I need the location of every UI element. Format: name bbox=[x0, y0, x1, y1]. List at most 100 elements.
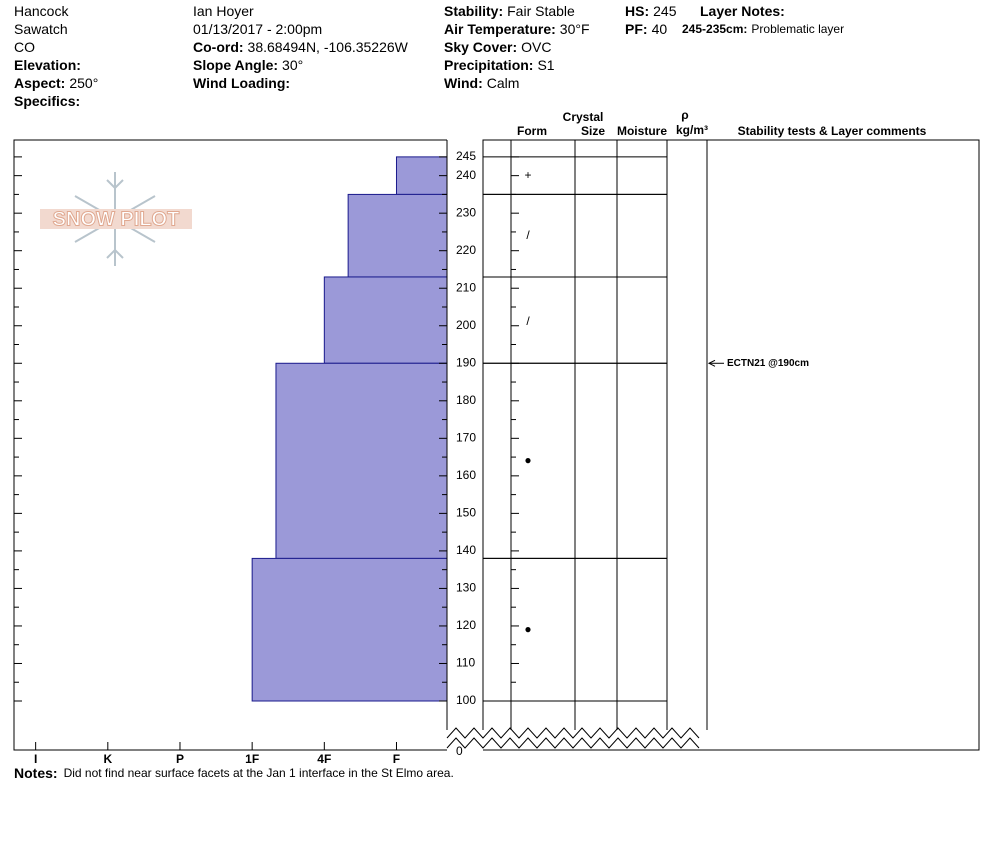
field-label: Elevation: bbox=[14, 57, 81, 73]
hardness-label: P bbox=[176, 752, 184, 766]
depth-label: 220 bbox=[456, 243, 476, 257]
header-field: Layer Notes: bbox=[700, 3, 785, 19]
field-value: Problematic layer bbox=[751, 22, 844, 36]
field-label: Layer Notes: bbox=[700, 3, 785, 19]
field-value: 01/13/2017 - 2:00pm bbox=[193, 21, 322, 37]
column-header: kg/m³ bbox=[676, 123, 708, 137]
table-frame bbox=[482, 139, 980, 751]
field-value: 30°F bbox=[560, 21, 590, 37]
depth-label: 100 bbox=[456, 693, 476, 707]
field-label: HS: bbox=[625, 3, 649, 19]
notes-text: Did not find near surface facets at the … bbox=[64, 766, 454, 780]
hardness-layer bbox=[251, 557, 448, 702]
field-label: Stability: bbox=[444, 3, 503, 19]
header-field: 245-235cm: Problematic layer bbox=[682, 22, 844, 36]
field-label: Sky Cover: bbox=[444, 39, 517, 55]
plot-frame bbox=[13, 139, 447, 751]
field-label: Air Temperature: bbox=[444, 21, 556, 37]
field-label: PF: bbox=[625, 21, 648, 37]
field-value: 245 bbox=[653, 3, 677, 19]
header-field: Precipitation: S1 bbox=[444, 57, 555, 73]
header-field: Slope Angle: 30° bbox=[193, 57, 303, 73]
test-arrowhead bbox=[707, 359, 716, 367]
depth-label: 200 bbox=[456, 318, 476, 332]
hardness-label: K bbox=[103, 752, 112, 766]
field-label: Co-ord: bbox=[193, 39, 244, 55]
depth-label: 230 bbox=[456, 205, 476, 219]
header-field: CO bbox=[14, 39, 35, 55]
hardness-label: 1F bbox=[245, 752, 259, 766]
depth-label: 170 bbox=[456, 430, 476, 444]
column-header: Moisture bbox=[617, 124, 667, 138]
scale-break bbox=[446, 737, 700, 749]
field-value: 250° bbox=[69, 75, 98, 91]
hardness-label: I bbox=[34, 752, 37, 766]
depth-label: 110 bbox=[456, 656, 475, 670]
notes: Notes: Did not find near surface facets a… bbox=[14, 765, 454, 781]
depth-label: 120 bbox=[456, 618, 476, 632]
field-value: Fair Stable bbox=[507, 3, 575, 19]
depth-label: 150 bbox=[456, 506, 476, 520]
depth-label: 210 bbox=[456, 280, 476, 294]
column-header: Stability tests & Layer comments bbox=[738, 124, 927, 138]
field-label: Specifics: bbox=[14, 93, 80, 109]
field-value: S1 bbox=[537, 57, 554, 73]
header-field: 01/13/2017 - 2:00pm bbox=[193, 21, 322, 37]
header-field: Hancock bbox=[14, 3, 69, 19]
field-label: Precipitation: bbox=[444, 57, 533, 73]
crystal-form: / bbox=[526, 228, 530, 242]
column-header: Form bbox=[517, 124, 547, 138]
hardness-label: 4F bbox=[317, 752, 331, 766]
field-label: Wind Loading: bbox=[193, 75, 290, 91]
field-label: Wind: bbox=[444, 75, 483, 91]
stability-test: ECTN21 @190cm bbox=[727, 358, 809, 369]
field-value: CO bbox=[14, 39, 35, 55]
field-value: 38.68494N, -106.35226W bbox=[248, 39, 409, 55]
notes-label: Notes: bbox=[14, 765, 58, 781]
depth-label: 180 bbox=[456, 393, 476, 407]
header-field: Wind Loading: bbox=[193, 75, 290, 91]
header-field: Elevation: bbox=[14, 57, 81, 73]
header-field: Aspect: 250° bbox=[14, 75, 98, 91]
hardness-layer bbox=[323, 276, 448, 364]
depth-label: 0 bbox=[456, 744, 463, 758]
crystal-form: ● bbox=[524, 622, 531, 636]
depth-label: 190 bbox=[456, 355, 476, 369]
header-field: Air Temperature: 30°F bbox=[444, 21, 590, 37]
field-label: 245-235cm: bbox=[682, 22, 747, 36]
depth-label: 140 bbox=[456, 543, 476, 557]
field-label: Slope Angle: bbox=[193, 57, 278, 73]
field-value: Hancock bbox=[14, 3, 69, 19]
field-label: Aspect: bbox=[14, 75, 65, 91]
field-value: 30° bbox=[282, 57, 303, 73]
logo-band bbox=[40, 209, 192, 229]
header-field: PF: 40 bbox=[625, 21, 667, 37]
crystal-form: / bbox=[526, 314, 530, 328]
field-value: 40 bbox=[652, 21, 668, 37]
field-value: Sawatch bbox=[14, 21, 68, 37]
depth-label: 130 bbox=[456, 581, 476, 595]
crystal-form: ● bbox=[524, 453, 531, 467]
field-value: OVC bbox=[521, 39, 551, 55]
hardness-label: F bbox=[393, 752, 400, 766]
header-field: Wind: Calm bbox=[444, 75, 519, 91]
depth-label: 160 bbox=[456, 468, 476, 482]
depth-label: 245 bbox=[456, 149, 476, 163]
scale-break bbox=[446, 727, 700, 739]
crystal-form: + bbox=[524, 168, 531, 182]
depth-label: 240 bbox=[456, 168, 476, 182]
column-header: ρ bbox=[681, 108, 688, 122]
header-field: HS: 245 bbox=[625, 3, 677, 19]
hardness-layer bbox=[275, 362, 448, 559]
field-value: Ian Hoyer bbox=[193, 3, 254, 19]
header-field: Specifics: bbox=[14, 93, 80, 109]
header-field: Co-ord: 38.68494N, -106.35226W bbox=[193, 39, 409, 55]
hardness-layer bbox=[347, 193, 448, 278]
header-field: Ian Hoyer bbox=[193, 3, 254, 19]
column-header: Crystal bbox=[563, 110, 604, 124]
logo-text: SNOW PILOT bbox=[53, 208, 180, 230]
header-field: Sky Cover: OVC bbox=[444, 39, 552, 55]
header-field: Stability: Fair Stable bbox=[444, 3, 575, 19]
field-value: Calm bbox=[487, 75, 520, 91]
